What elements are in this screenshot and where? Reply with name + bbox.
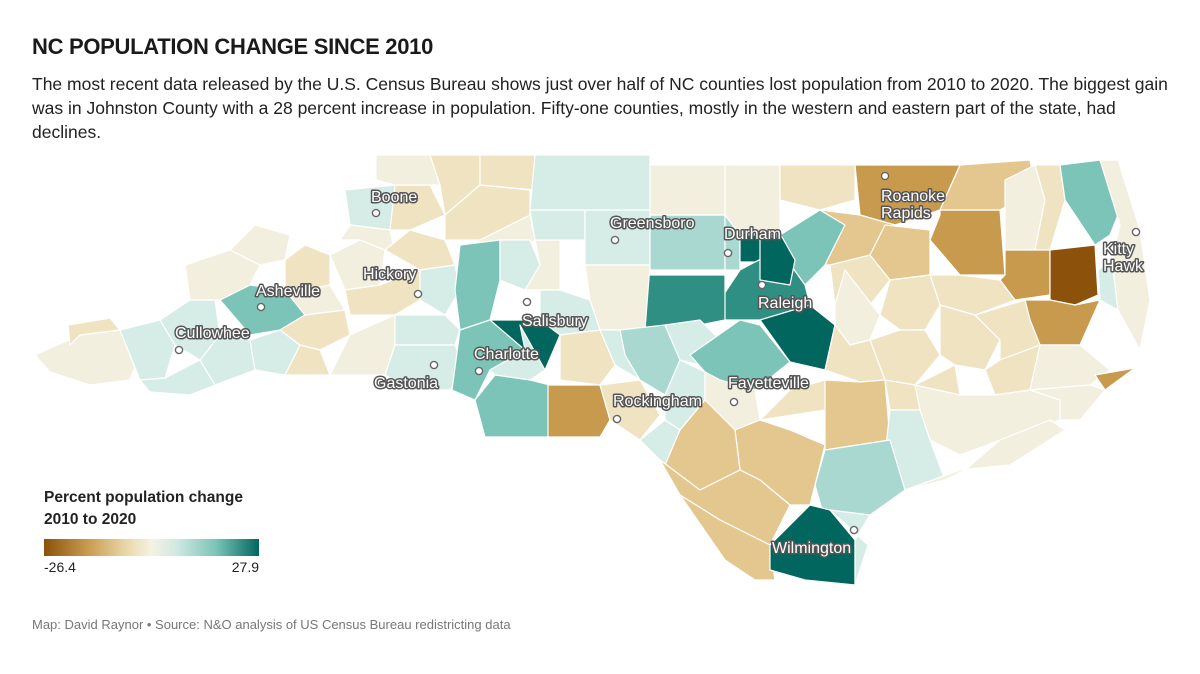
city-dot — [612, 414, 622, 424]
county-shape — [1049, 244, 1099, 306]
county-shape — [929, 209, 1006, 276]
county-shape — [724, 164, 781, 236]
city-marker-hickory: Hickory — [362, 265, 423, 299]
city-marker-asheville: Asheville — [255, 282, 322, 312]
county-shape — [904, 419, 1066, 491]
source-credit: Map: David Raynor • Source: N&O analysis… — [32, 617, 511, 632]
county-shape — [67, 317, 121, 346]
county-shape — [879, 274, 941, 331]
city-label-salisbury: Salisbury — [522, 313, 588, 330]
city-label-raleigh: Raleigh — [758, 295, 812, 312]
county-shape — [547, 384, 611, 438]
county-shape — [384, 229, 456, 271]
city-marker-charlotte: Charlotte — [473, 345, 541, 376]
city-label-boone: Boone — [371, 189, 417, 206]
city-dot — [757, 280, 767, 290]
city-label-greensboro: Greensboro — [610, 215, 695, 232]
city-marker-greensboro: Greensboro — [609, 214, 696, 245]
legend-title-line1: Percent population change — [44, 489, 243, 506]
county-shape — [284, 284, 346, 316]
county-shape — [394, 314, 461, 346]
city-marker-cullowhee: Cullowhee — [174, 324, 251, 355]
city-label-kitty-hawk: Hawk — [1103, 258, 1144, 275]
city-dot — [474, 366, 484, 376]
city-label-hickory: Hickory — [363, 266, 416, 283]
legend: Percent population change 2010 to 2020 -… — [44, 487, 259, 575]
county-shape — [1099, 159, 1151, 351]
map-title: NC POPULATION CHANGE SINCE 2010 — [32, 34, 434, 59]
county-shape — [829, 509, 871, 586]
city-label-gastonia: Gastonia — [374, 375, 438, 392]
county-shape — [419, 264, 461, 316]
city-dot — [723, 248, 733, 258]
legend-color-ramp — [44, 539, 259, 556]
county-shape — [649, 164, 726, 216]
city-label-kitty-hawk: Kitty — [1103, 241, 1134, 258]
county-shape — [854, 164, 961, 226]
city-label-rockingham: Rockingham — [613, 393, 702, 410]
city-label-wilmington: Wilmington — [772, 540, 851, 557]
county-shape — [284, 344, 331, 376]
county-shape — [479, 154, 536, 191]
legend-min-label: -26.4 — [44, 559, 76, 575]
legend-labels: -26.4 27.9 — [44, 559, 259, 575]
county-shape — [474, 374, 551, 438]
county-shape — [454, 239, 501, 331]
city-marker-raleigh: Raleigh — [757, 280, 814, 314]
city-dot — [429, 360, 439, 370]
city-dot — [729, 397, 739, 407]
city-marker-gastonia: Gastonia — [373, 360, 440, 394]
county-shape — [375, 154, 441, 186]
city-marker-rockingham: Rockingham — [612, 392, 703, 424]
legend-title: Percent population change 2010 to 2020 — [44, 487, 259, 531]
city-layer: BooneGreensboroDurhamRoanokeRapidsKittyH… — [174, 171, 1146, 559]
city-marker-durham: Durham — [723, 225, 782, 258]
county-shape — [529, 154, 651, 211]
city-label-charlotte: Charlotte — [474, 346, 539, 363]
county-shape — [1029, 344, 1111, 391]
city-marker-boone: Boone — [370, 188, 419, 218]
county-shape — [529, 209, 586, 241]
county-shape — [329, 239, 386, 291]
map-description: The most recent data released by the U.S… — [32, 74, 1168, 142]
county-shape — [559, 329, 616, 386]
city-dot — [610, 235, 620, 245]
city-dot — [880, 171, 890, 181]
city-marker-wilmington: Wilmington — [771, 525, 859, 559]
city-label-roanoke-rapids: Rapids — [881, 205, 931, 222]
city-dot — [1131, 227, 1141, 237]
county-shape — [759, 236, 796, 286]
county-shape — [1029, 384, 1106, 421]
city-dot — [174, 345, 184, 355]
county-shape — [779, 164, 856, 211]
city-label-durham: Durham — [724, 226, 781, 243]
county-shape — [814, 439, 906, 521]
legend-title-line2: 2010 to 2020 — [44, 511, 137, 528]
city-label-fayetteville: Fayetteville — [728, 375, 809, 392]
city-dot — [256, 302, 266, 312]
county-shape — [599, 379, 661, 441]
county-shape — [229, 224, 291, 266]
city-dot — [371, 208, 381, 218]
city-dot — [413, 289, 423, 299]
county-shape — [824, 379, 891, 451]
city-label-cullowhee: Cullowhee — [175, 325, 250, 342]
city-label-roanoke-rapids: Roanoke — [881, 188, 945, 205]
city-label-asheville: Asheville — [256, 283, 320, 300]
county-shape — [1094, 367, 1136, 391]
county-shape — [869, 224, 931, 281]
city-dot — [522, 297, 532, 307]
city-marker-fayetteville: Fayetteville — [727, 374, 811, 407]
legend-max-label: 27.9 — [231, 559, 259, 575]
city-dot — [849, 525, 859, 535]
county-shape — [679, 494, 776, 581]
city-marker-salisbury: Salisbury — [521, 297, 589, 332]
